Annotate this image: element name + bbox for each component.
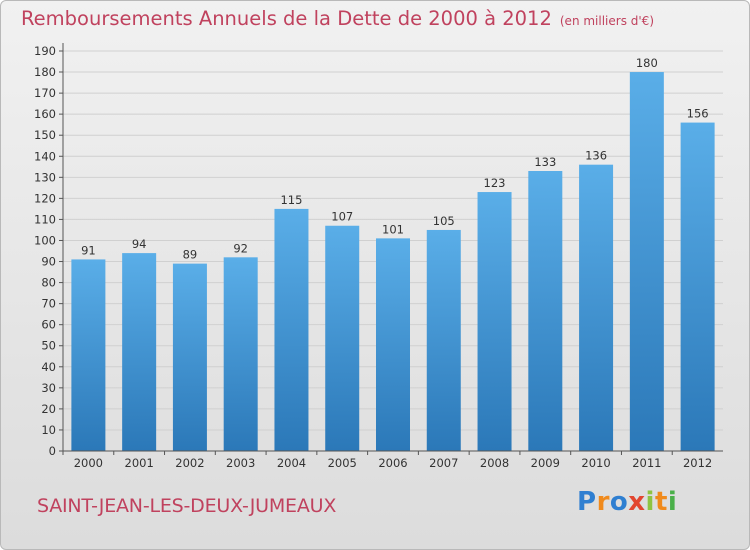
bar-2007 (426, 229, 461, 451)
axes: 0 10 20 30 40 50 60 70 80 90 100 110 120 130 140 150 160… (34, 43, 723, 470)
y-tick-label: 110 (34, 212, 56, 226)
y-tick-label: 120 (34, 191, 56, 205)
bar-value-label: 101 (382, 222, 404, 236)
y-tick-label: 20 (41, 402, 56, 416)
bar-value-label: 89 (183, 248, 198, 262)
bar-2000 (71, 259, 106, 451)
bar-2002 (172, 263, 207, 451)
chart-unit: (en milliers d'€) (559, 14, 654, 28)
bar-2009 (528, 171, 563, 451)
y-tick-label: 150 (34, 128, 56, 142)
x-tick-label: 2007 (429, 456, 458, 470)
logo-letter: o (609, 487, 629, 517)
bar-value-label: 94 (132, 237, 147, 251)
x-tick-label: 2001 (125, 456, 154, 470)
bar-2012 (680, 122, 715, 451)
bar-value-label: 180 (636, 56, 658, 70)
bars: 91 94 89 92 115 107 101 105 123 133 136 180 156 (71, 56, 715, 452)
y-tick-label: 70 (41, 297, 56, 311)
proxiti-logo: Proxiti (577, 487, 677, 517)
y-tick-label: 0 (49, 444, 56, 458)
x-tick-label: 2002 (175, 456, 204, 470)
x-tick-label: 2009 (531, 456, 560, 470)
x-tick-label: 2003 (226, 456, 255, 470)
y-tick-label: 40 (41, 360, 56, 374)
y-tick-label: 130 (34, 170, 56, 184)
logo-letter: x (628, 487, 646, 517)
x-tick-label: 2005 (328, 456, 357, 470)
y-tick-label: 140 (34, 149, 56, 163)
logo-letter: r (596, 487, 610, 517)
y-tick-label: 180 (34, 65, 56, 79)
y-tick-label: 80 (41, 276, 56, 290)
y-tick-label: 30 (41, 381, 56, 395)
bar-value-label: 136 (585, 149, 607, 163)
logo-letter: P (577, 487, 597, 517)
x-tick-label: 2004 (277, 456, 306, 470)
y-tick-label: 10 (41, 423, 56, 437)
bar-2001 (122, 253, 157, 451)
bar-2008 (477, 192, 512, 452)
x-tick-label: 2012 (683, 456, 712, 470)
bar-value-label: 156 (687, 107, 709, 121)
logo-letter: i (667, 487, 678, 517)
bar-2011 (629, 72, 664, 451)
y-tick-label: 60 (41, 318, 56, 332)
bar-value-label: 115 (280, 193, 302, 207)
x-tick-label: 2008 (480, 456, 509, 470)
bar-value-label: 105 (433, 214, 455, 228)
y-tick-label: 50 (41, 339, 56, 353)
y-tick-label: 170 (34, 86, 56, 100)
bar-value-label: 91 (81, 243, 96, 257)
x-tick-label: 2011 (632, 456, 661, 470)
bar-value-label: 92 (233, 241, 248, 255)
y-tick-label: 100 (34, 233, 56, 247)
y-tick-label: 160 (34, 107, 56, 121)
bar-value-label: 133 (534, 155, 556, 169)
x-tick-label: 2010 (581, 456, 610, 470)
logo-letter: i (645, 487, 655, 517)
bar-2006 (376, 238, 410, 451)
bar-2010 (579, 164, 614, 451)
y-tick-label: 190 (34, 44, 56, 58)
chart-title: Remboursements Annuels de la Dette de 20… (21, 7, 654, 30)
bar-2003 (223, 257, 258, 451)
x-tick-label: 2000 (74, 456, 103, 470)
bar-value-label: 123 (484, 176, 506, 190)
chart-title-text: Remboursements Annuels de la Dette de 20… (21, 7, 552, 30)
commune-name: SAINT-JEAN-LES-DEUX-JUMEAUX (37, 495, 337, 517)
bar-value-label: 107 (331, 210, 353, 224)
bar-2004 (274, 208, 309, 451)
bar-2005 (325, 225, 360, 451)
logo-letter: t (654, 487, 668, 517)
y-tick-label: 90 (41, 255, 56, 269)
x-tick-label: 2006 (378, 456, 407, 470)
